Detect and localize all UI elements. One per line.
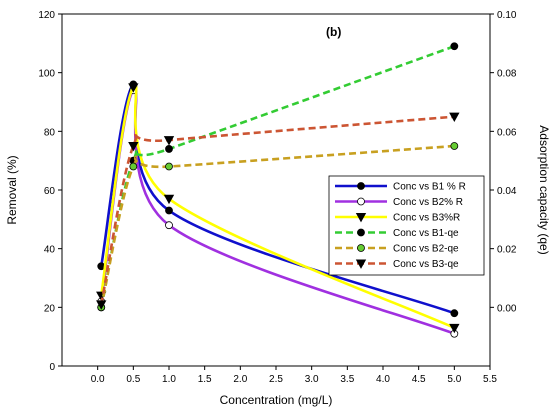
x-tick-label: 0.5 — [126, 374, 140, 385]
data-point — [96, 300, 107, 310]
y-tick-label: 0 — [49, 362, 55, 373]
x-axis-ticks: 0.0 0.5 1.0 1.5 2.0 2.5 3.0 3.5 4.0 4.5 5.0 5.5 — [91, 366, 497, 385]
legend-label: Conc vs B1-qe — [393, 228, 459, 239]
data-point — [129, 162, 138, 171]
y-tick-label: 100 — [38, 69, 55, 80]
data-point — [165, 145, 173, 153]
x-tick-label: 3.0 — [305, 374, 319, 385]
data-point — [163, 194, 175, 205]
y2-tick-label: 0.08 — [497, 69, 517, 80]
y-axis-ticks: 0 20 40 60 80 100 120 — [38, 10, 62, 373]
data-point — [165, 221, 173, 230]
x-tick-label: 4.5 — [412, 374, 426, 385]
data-point — [450, 142, 459, 150]
y-tick-label: 120 — [38, 10, 55, 21]
x-tick-label: 1.5 — [198, 374, 212, 385]
data-point — [355, 212, 367, 223]
data-point — [449, 112, 460, 122]
legend-item: Conc vs B1 % R — [335, 182, 466, 193]
series-line — [99, 115, 455, 305]
y-tick-label: 20 — [44, 303, 56, 314]
legend-item: Conc vs B1-qe — [335, 228, 459, 239]
y2-tick-label: 0.00 — [497, 303, 517, 314]
y-tick-label: 60 — [44, 186, 56, 197]
data-point — [357, 244, 365, 252]
data-point — [449, 323, 460, 334]
data-point — [450, 42, 459, 51]
y2-tick-label: 0.06 — [497, 127, 517, 138]
data-point — [357, 228, 365, 237]
y2-tick-label: 0.04 — [497, 186, 517, 197]
y2-tick-label: 0.10 — [497, 10, 517, 21]
x-tick-label: 2.0 — [233, 374, 247, 385]
x-tick-label: 5.5 — [483, 374, 497, 385]
y-tick-label: 80 — [44, 127, 56, 138]
legend-item: Conc vs B2% R — [335, 197, 463, 208]
data-point — [128, 83, 139, 93]
data-point — [163, 136, 175, 146]
legend-label: Conc vs B3-qe — [393, 259, 459, 270]
data-point — [165, 206, 173, 215]
data-point — [357, 197, 365, 206]
legend: Conc vs B1 % R Conc vs B2% R Conc vs B3%R C… — [328, 175, 485, 276]
x-tick-label: 2.5 — [269, 374, 283, 385]
plot-area — [96, 42, 460, 338]
axes: 0.0 0.5 1.0 1.5 2.0 2.5 3.0 3.5 4.0 4.5 5.0 5.5 0 20… — [38, 10, 517, 385]
y-axis-title: Removal (%) — [5, 155, 19, 224]
x-tick-label: 5.0 — [447, 374, 461, 385]
legend-item: Conc vs B2-qe — [335, 244, 459, 255]
legend-label: Conc vs B1 % R — [393, 182, 466, 193]
panel-label: (b) — [326, 25, 341, 39]
x-tick-label: 3.5 — [340, 374, 354, 385]
legend-box — [328, 175, 485, 276]
y2-tick-label: 0.02 — [497, 245, 517, 256]
x-tick-label: 1.0 — [162, 374, 176, 385]
data-point — [128, 141, 139, 152]
legend-label: Conc vs B2-qe — [393, 244, 459, 255]
data-point — [355, 259, 367, 269]
x-axis-title: Concentration (mg/L) — [220, 393, 333, 407]
legend-item: Conc vs B3%R — [335, 213, 460, 224]
data-point — [450, 309, 459, 318]
data-point — [165, 162, 173, 171]
y2-axis-ticks: 0.00 0.02 0.04 0.06 0.08 0.10 — [490, 10, 517, 314]
data-point — [357, 182, 365, 190]
x-tick-label: 0.0 — [91, 374, 105, 385]
x-tick-label: 4.0 — [376, 374, 390, 385]
legend-label: Conc vs B3%R — [393, 213, 460, 224]
y-tick-label: 40 — [44, 245, 56, 256]
legend-label: Conc vs B2% R — [393, 197, 463, 208]
legend-item: Conc vs B3-qe — [335, 259, 459, 270]
series-6 — [96, 112, 460, 310]
y2-axis-title: Adsorption capacity (qe) — [537, 125, 550, 254]
